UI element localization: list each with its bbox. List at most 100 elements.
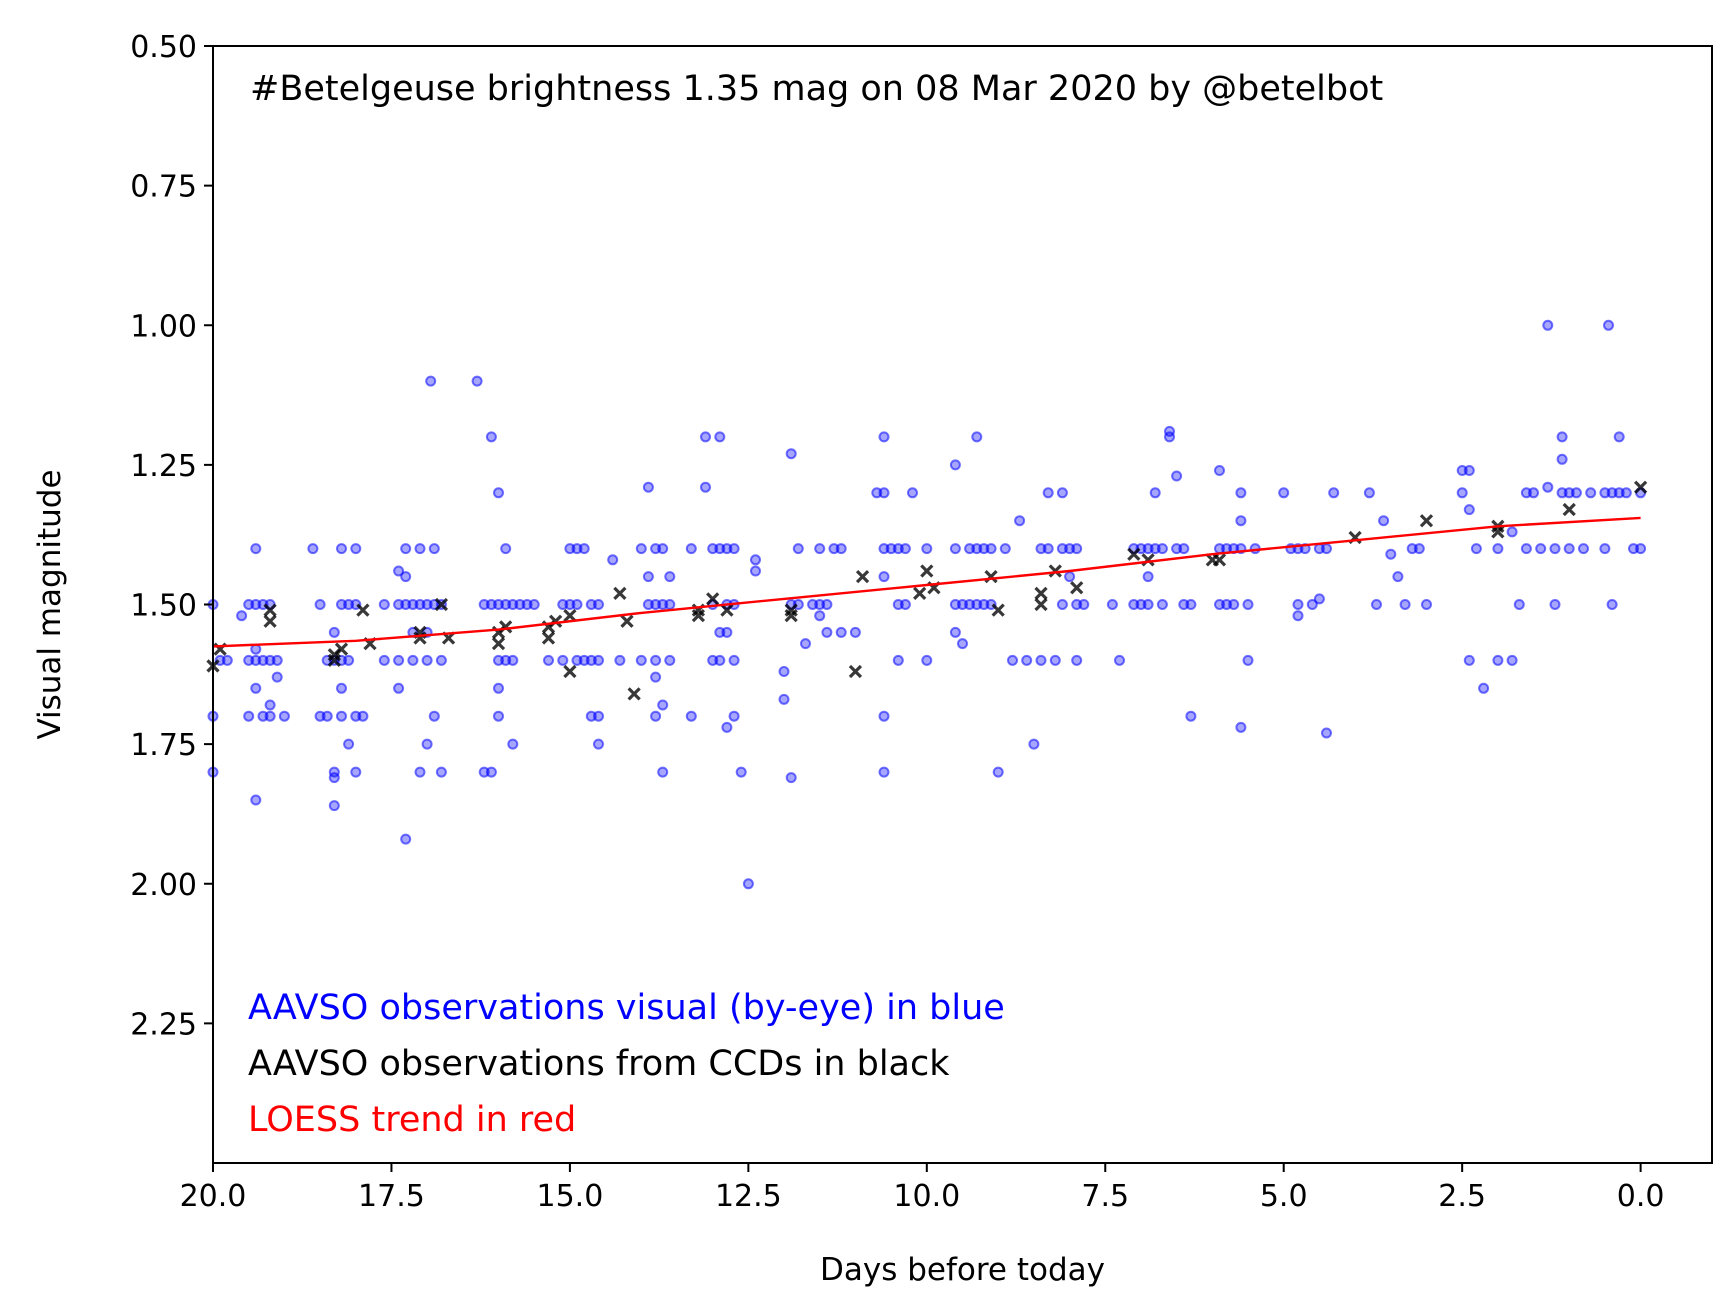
visual-observation-point — [1142, 571, 1154, 583]
visual-observation-point — [650, 671, 662, 683]
visual-observation-point — [507, 654, 519, 666]
visual-observation-point — [1535, 543, 1547, 555]
visual-observation-point — [1463, 654, 1475, 666]
visual-observation-point — [650, 654, 662, 666]
visual-observation-point — [814, 543, 826, 555]
ccd-observation-point — [1419, 514, 1434, 528]
loess-trend-line — [212, 516, 1641, 648]
visual-observation-point — [985, 543, 997, 555]
visual-observation-point — [642, 481, 654, 493]
ccd-observation-point — [1034, 597, 1048, 612]
visual-observation-point — [642, 571, 654, 583]
legend-note: LOESS trend in red — [248, 1100, 576, 1140]
visual-observation-point — [321, 710, 333, 722]
y-tick-label: 1.00 — [130, 309, 197, 344]
ccd-observation-point — [991, 603, 1005, 617]
visual-observation-point — [414, 766, 426, 778]
visual-observation-point — [493, 710, 504, 722]
visual-observation-point — [593, 654, 604, 666]
visual-observation-point — [685, 710, 697, 722]
visual-observation-point — [1242, 654, 1254, 666]
visual-observation-point — [821, 626, 833, 638]
visual-observation-point — [1071, 543, 1083, 555]
visual-observation-point — [1492, 654, 1504, 666]
visual-observation-point — [907, 487, 918, 499]
visual-observation-point — [1242, 599, 1254, 610]
ccd-observation-point — [920, 564, 934, 578]
visual-observation-point — [250, 682, 262, 694]
ccd-observation-point — [548, 614, 563, 628]
visual-observation-point — [378, 599, 390, 610]
visual-observation-point — [336, 543, 347, 555]
visual-observation-point — [1042, 487, 1054, 499]
visual-observation-point — [1470, 543, 1482, 555]
visual-observation-point — [1014, 515, 1026, 527]
visual-observation-point — [250, 543, 262, 555]
visual-observation-point — [1235, 487, 1247, 499]
ccd-observation-point — [913, 586, 927, 600]
visual-observation-point — [1142, 599, 1154, 610]
visual-observation-point — [635, 543, 647, 555]
visual-observation-point — [607, 554, 619, 566]
visual-observation-point — [221, 654, 233, 666]
visual-observation-point — [785, 772, 797, 784]
visual-observation-point — [1056, 487, 1068, 499]
visual-observation-point — [528, 599, 540, 610]
visual-observation-point — [721, 721, 733, 733]
visual-observation-point — [493, 487, 504, 499]
visual-observation-point — [835, 543, 847, 555]
visual-observation-point — [814, 610, 826, 622]
visual-observation-point — [1278, 487, 1290, 499]
visual-observation-point — [578, 543, 590, 555]
legend-note: AAVSO observations from CCDs in black — [248, 1044, 950, 1084]
ccd-observation-point — [263, 614, 277, 628]
visual-observation-point — [685, 543, 697, 555]
visual-observation-point — [949, 543, 961, 555]
visual-observation-point — [921, 543, 933, 555]
trend-line-layer — [212, 516, 1641, 648]
visual-observation-point — [878, 487, 890, 499]
visual-observation-point — [1556, 453, 1568, 465]
visual-observation-point — [878, 710, 890, 722]
ccd-observation-point — [784, 609, 798, 623]
visual-observation-point — [728, 543, 740, 555]
visual-observation-point — [250, 643, 262, 655]
ccd-observation-point — [627, 687, 641, 701]
visual-observation-point — [700, 431, 711, 443]
visual-observation-point — [314, 599, 326, 610]
visual-observation-point — [1506, 654, 1518, 666]
visual-observation-point — [1506, 526, 1518, 538]
visual-observation-point — [635, 654, 647, 666]
visual-observation-point — [657, 699, 669, 711]
x-tick-label: 2.5 — [1438, 1179, 1486, 1214]
ccd-observation-point — [1048, 564, 1062, 578]
ccd-observation-point — [848, 664, 863, 679]
visual-observation-point — [485, 431, 497, 443]
visual-observation-point — [593, 738, 604, 750]
legend-note: AAVSO observations visual (by-eye) in bl… — [248, 988, 1005, 1028]
visual-observation-point — [264, 710, 276, 722]
y-axis-label: Visual magnitude — [32, 469, 68, 739]
visual-observation-point — [1549, 543, 1561, 555]
visual-observation-point — [921, 654, 933, 666]
visual-observation-point — [328, 800, 340, 812]
visual-observation-point — [400, 833, 412, 845]
visual-observation-point — [1613, 431, 1625, 443]
visual-observation-point — [593, 710, 604, 722]
visual-observation-point — [307, 543, 319, 555]
visual-observation-point — [393, 682, 405, 694]
visual-observation-point — [728, 654, 740, 666]
visual-observation-point — [1007, 654, 1018, 666]
visual-observation-point — [892, 654, 904, 666]
visual-observation-point — [778, 693, 790, 705]
visual-observation-point — [428, 543, 440, 555]
visual-observation-point — [1620, 487, 1632, 499]
visual-observation-point — [343, 654, 355, 666]
visual-observation-point — [849, 626, 861, 638]
ccd-observation-point — [1127, 547, 1141, 561]
ccd-observation-point — [541, 631, 556, 645]
y-tick-label: 2.25 — [130, 1007, 197, 1042]
visual-observation-point — [1114, 654, 1125, 666]
